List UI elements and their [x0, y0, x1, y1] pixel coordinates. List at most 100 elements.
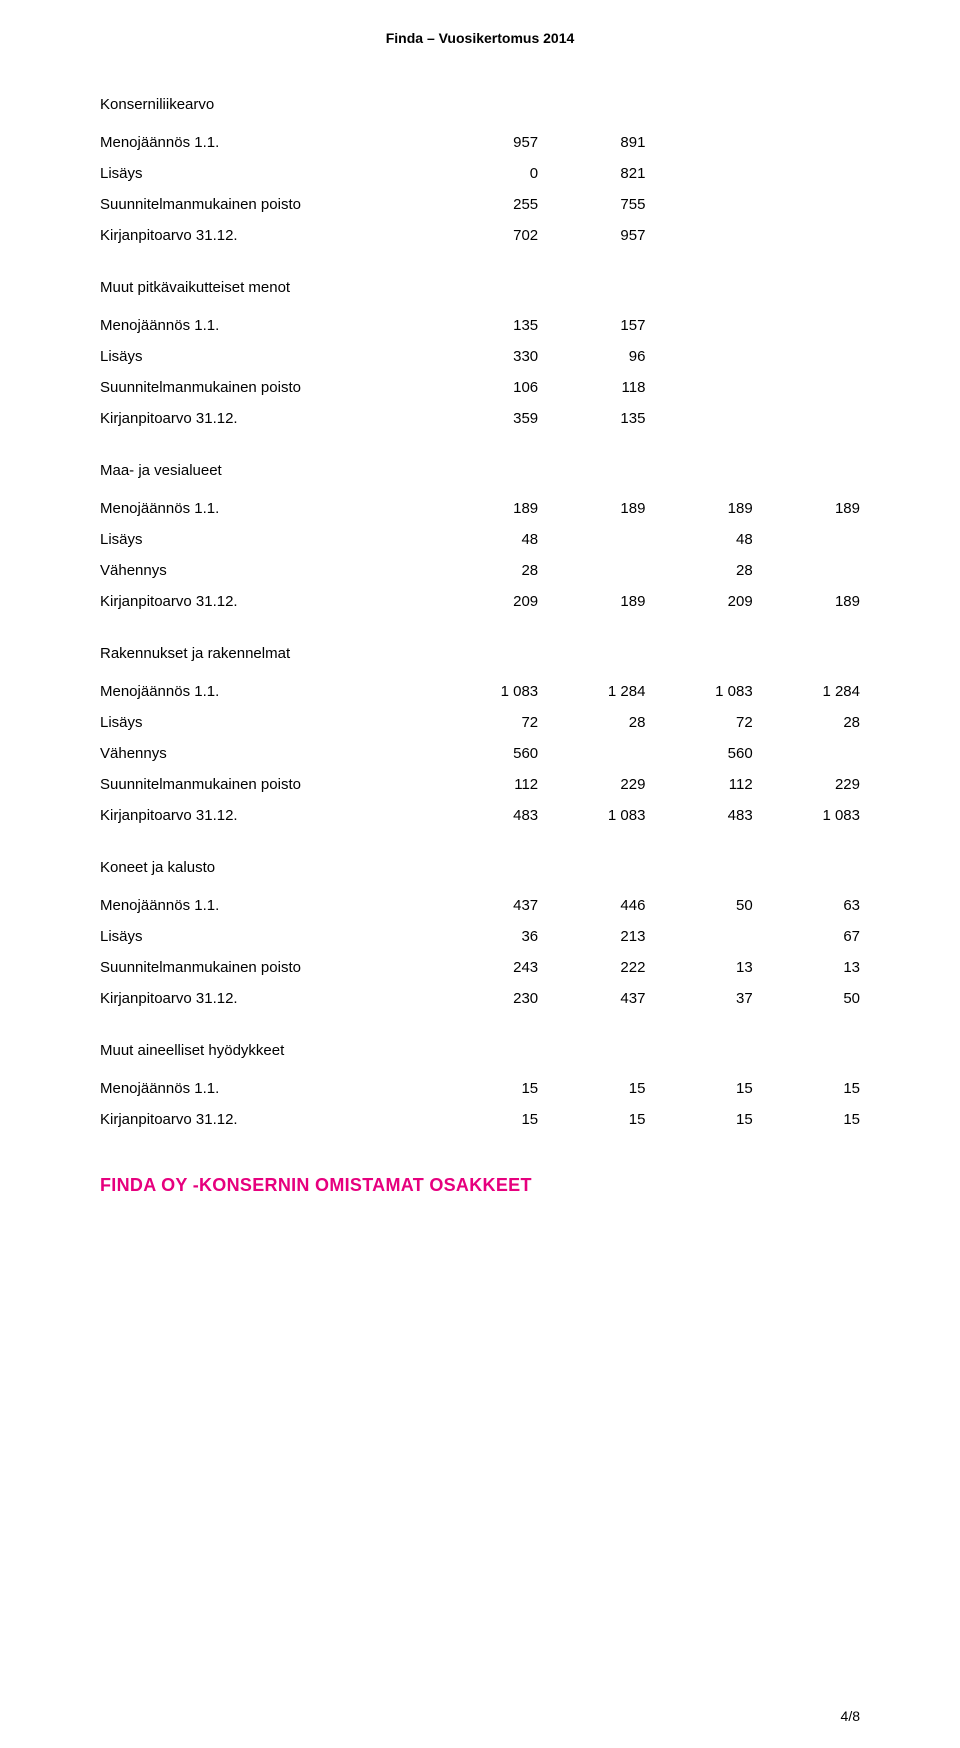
- table-row: Lisäys 330 96: [100, 341, 860, 372]
- cell: 63: [753, 890, 860, 921]
- cell: 13: [753, 952, 860, 983]
- cell: 157: [538, 310, 645, 341]
- cell: [645, 220, 752, 251]
- cell: 36: [431, 921, 538, 952]
- cell: [753, 738, 860, 769]
- cell: 957: [431, 127, 538, 158]
- cell: 28: [753, 707, 860, 738]
- cell: 821: [538, 158, 645, 189]
- page: Finda – Vuosikertomus 2014 Konserniliike…: [0, 0, 960, 1748]
- row-label: Lisäys: [100, 158, 431, 189]
- cell: 106: [431, 372, 538, 403]
- cell: 560: [645, 738, 752, 769]
- cell: [753, 524, 860, 555]
- cell: 1 083: [538, 800, 645, 831]
- cell: 15: [538, 1073, 645, 1104]
- row-label: Vähennys: [100, 738, 431, 769]
- row-label: Vähennys: [100, 555, 431, 586]
- cell: 483: [645, 800, 752, 831]
- cell: [753, 220, 860, 251]
- table-row: Kirjanpitoarvo 31.12. 483 1 083 483 1 08…: [100, 800, 860, 831]
- cell: [645, 158, 752, 189]
- table-row: Lisäys 48 48: [100, 524, 860, 555]
- cell: 229: [538, 769, 645, 800]
- row-label: Suunnitelmanmukainen poisto: [100, 372, 431, 403]
- cell: 330: [431, 341, 538, 372]
- cell: 28: [645, 555, 752, 586]
- cell: 15: [645, 1073, 752, 1104]
- cell: 243: [431, 952, 538, 983]
- cell: 135: [538, 403, 645, 434]
- page-header: Finda – Vuosikertomus 2014: [100, 30, 860, 46]
- table-konserniliikearvo: Menojäännös 1.1. 957 891 Lisäys 0 821 Su…: [100, 127, 860, 251]
- row-label: Menojäännös 1.1.: [100, 493, 431, 524]
- cell: [645, 310, 752, 341]
- cell: 189: [431, 493, 538, 524]
- cell: 118: [538, 372, 645, 403]
- cell: 229: [753, 769, 860, 800]
- table-row: Lisäys 0 821: [100, 158, 860, 189]
- table-row: Kirjanpitoarvo 31.12. 209 189 209 189: [100, 586, 860, 617]
- row-label: Lisäys: [100, 707, 431, 738]
- table-row: Menojäännös 1.1. 1 083 1 284 1 083 1 284: [100, 676, 860, 707]
- table-row: Suunnitelmanmukainen poisto 112 229 112 …: [100, 769, 860, 800]
- row-label: Kirjanpitoarvo 31.12.: [100, 403, 431, 434]
- row-label: Menojäännös 1.1.: [100, 127, 431, 158]
- table-row: Kirjanpitoarvo 31.12. 15 15 15 15: [100, 1104, 860, 1135]
- row-label: Lisäys: [100, 921, 431, 952]
- table-row: Menojäännös 1.1. 957 891: [100, 127, 860, 158]
- cell: 560: [431, 738, 538, 769]
- table-row: Suunnitelmanmukainen poisto 106 118: [100, 372, 860, 403]
- cell: 359: [431, 403, 538, 434]
- table-row: Menojäännös 1.1. 189 189 189 189: [100, 493, 860, 524]
- cell: [645, 127, 752, 158]
- table-muut-pitkavaikutteiset: Menojäännös 1.1. 135 157 Lisäys 330 96 S…: [100, 310, 860, 434]
- cell: 15: [753, 1104, 860, 1135]
- row-label: Lisäys: [100, 341, 431, 372]
- cell: 15: [753, 1073, 860, 1104]
- cell: 209: [431, 586, 538, 617]
- table-row: Suunnitelmanmukainen poisto 255 755: [100, 189, 860, 220]
- cell: 213: [538, 921, 645, 952]
- cell: [753, 189, 860, 220]
- table-row: Kirjanpitoarvo 31.12. 230 437 37 50: [100, 983, 860, 1014]
- cell: 483: [431, 800, 538, 831]
- cell: 72: [431, 707, 538, 738]
- table-koneet: Menojäännös 1.1. 437 446 50 63 Lisäys 36…: [100, 890, 860, 1014]
- cell: 209: [645, 586, 752, 617]
- cell: 446: [538, 890, 645, 921]
- cell: 135: [431, 310, 538, 341]
- cell: 189: [753, 493, 860, 524]
- cell: 1 083: [431, 676, 538, 707]
- table-row: Menojäännös 1.1. 15 15 15 15: [100, 1073, 860, 1104]
- table-row: Suunnitelmanmukainen poisto 243 222 13 1…: [100, 952, 860, 983]
- section-title-muut-aineelliset: Muut aineelliset hyödykkeet: [100, 1042, 860, 1059]
- table-rakennukset: Menojäännös 1.1. 1 083 1 284 1 083 1 284…: [100, 676, 860, 831]
- cell: 50: [645, 890, 752, 921]
- section-title-konserniliikearvo: Konserniliikearvo: [100, 96, 860, 113]
- cell: 189: [538, 493, 645, 524]
- cell: [753, 310, 860, 341]
- cell: 189: [753, 586, 860, 617]
- cell: [645, 403, 752, 434]
- row-label: Suunnitelmanmukainen poisto: [100, 952, 431, 983]
- cell: 437: [431, 890, 538, 921]
- table-row: Vähennys 28 28: [100, 555, 860, 586]
- cell: 891: [538, 127, 645, 158]
- cell: 15: [645, 1104, 752, 1135]
- cell: 15: [538, 1104, 645, 1135]
- cell: 957: [538, 220, 645, 251]
- table-maa-ja-vesialueet: Menojäännös 1.1. 189 189 189 189 Lisäys …: [100, 493, 860, 617]
- table-row: Menojäännös 1.1. 135 157: [100, 310, 860, 341]
- cell: 189: [645, 493, 752, 524]
- cell: 50: [753, 983, 860, 1014]
- section-title-maa-ja-vesialueet: Maa- ja vesialueet: [100, 462, 860, 479]
- cell: 1 083: [753, 800, 860, 831]
- cell: 1 284: [538, 676, 645, 707]
- row-label: Kirjanpitoarvo 31.12.: [100, 586, 431, 617]
- cell: 37: [645, 983, 752, 1014]
- cell: 15: [431, 1073, 538, 1104]
- table-row: Menojäännös 1.1. 437 446 50 63: [100, 890, 860, 921]
- section-title-rakennukset: Rakennukset ja rakennelmat: [100, 645, 860, 662]
- row-label: Suunnitelmanmukainen poisto: [100, 189, 431, 220]
